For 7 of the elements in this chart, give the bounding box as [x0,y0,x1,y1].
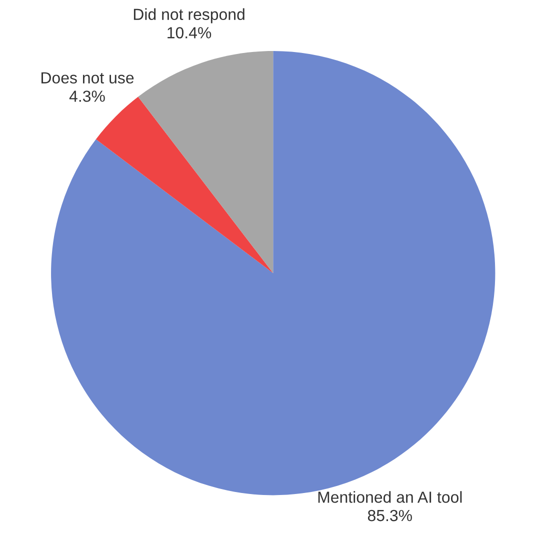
pie-slice [138,51,274,274]
data-label: 10.4% [168,27,212,38]
data-label: 4.3% [69,90,105,102]
slice-label: Does not use [41,72,134,84]
data-label: 85.3% [368,510,412,522]
slice-label: Did not respond [134,8,244,24]
slice-label: Mentioned an AI tool [318,491,462,503]
